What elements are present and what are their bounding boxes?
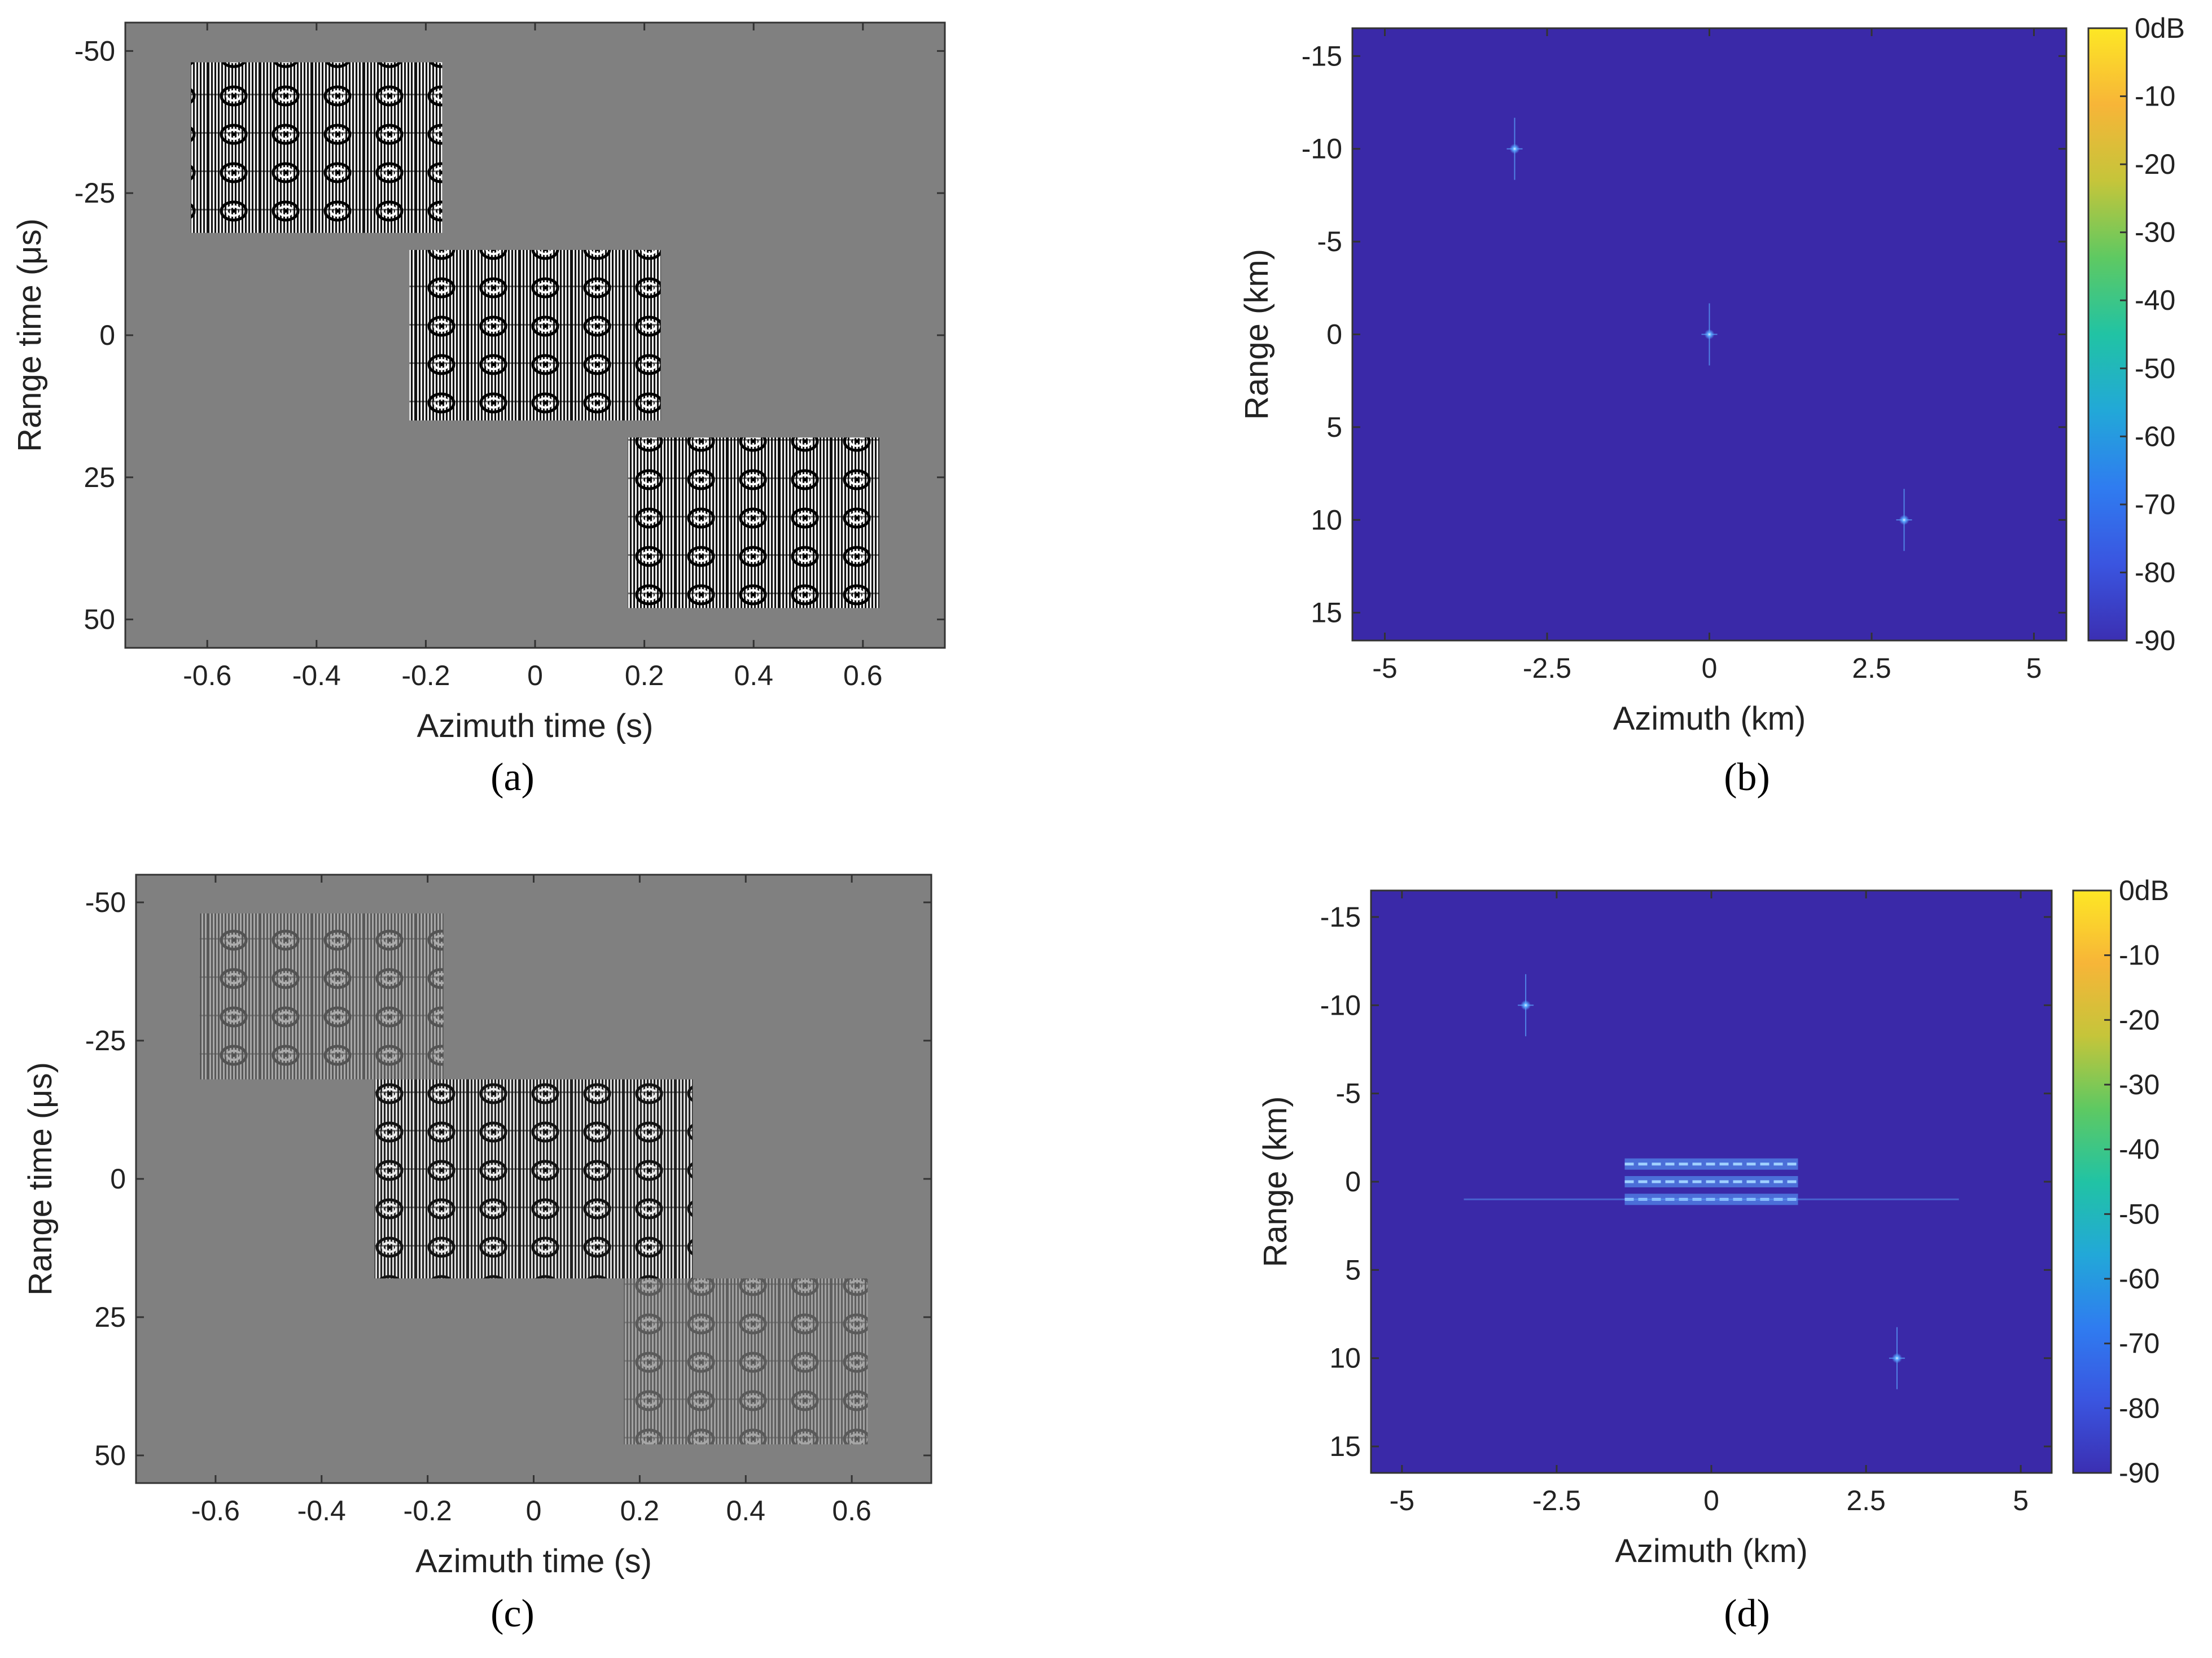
colorbar-tick-label: -10 (2119, 940, 2160, 971)
y-tick-label: 10 (1311, 504, 1342, 536)
x-tick-label: 0.2 (620, 1495, 660, 1527)
x-tick-label: 5 (2013, 1485, 2029, 1516)
x-tick-label: -0.6 (191, 1495, 240, 1527)
colorbar-tick-label: -80 (2135, 556, 2175, 588)
x-tick-label: 0.4 (734, 660, 773, 691)
panel-label: (b) (1724, 756, 1770, 799)
x-axis-label: Azimuth (km) (1613, 700, 1806, 737)
x-tick-label: -0.4 (292, 660, 341, 691)
signal-block (191, 62, 443, 233)
y-tick-label: 25 (84, 462, 115, 493)
signal-block (628, 437, 879, 608)
x-tick-label: -0.6 (183, 660, 231, 691)
panel-label: (a) (490, 756, 535, 799)
x-tick-label: 0.6 (832, 1495, 871, 1527)
y-tick-label: -10 (1302, 133, 1342, 165)
colorbar-tick-label: -40 (2135, 284, 2175, 316)
colorbar (2087, 27, 2128, 642)
y-tick-label: -15 (1320, 901, 1361, 933)
y-tick-label: 0 (1345, 1166, 1361, 1198)
colorbar-tick-label: -20 (2135, 148, 2175, 180)
x-tick-label: -0.2 (404, 1495, 452, 1527)
colorbar-tick-label: -50 (2135, 353, 2175, 384)
colorbar-tick-label: -20 (2119, 1004, 2160, 1036)
y-tick-label: -5 (1336, 1078, 1361, 1109)
y-tick-label: -15 (1302, 40, 1342, 72)
point-target (1899, 515, 1909, 525)
signal-block (624, 1278, 868, 1445)
x-axis-label: Azimuth time (s) (417, 708, 654, 744)
colorbar-tick-label: -50 (2119, 1198, 2160, 1230)
x-tick-label: 0 (1702, 652, 1718, 684)
y-tick-label: 15 (1311, 597, 1342, 629)
y-tick-label: -5 (1317, 226, 1342, 257)
point-target (1704, 329, 1715, 340)
y-tick-label: 50 (94, 1440, 126, 1471)
y-axis-label: Range (km) (1257, 1096, 1294, 1267)
y-tick-label: 0 (99, 319, 115, 351)
y-tick-label: -25 (85, 1025, 126, 1056)
signal-block (199, 913, 444, 1080)
x-tick-label: -0.4 (297, 1495, 346, 1527)
colorbar-tick-label: -30 (2135, 217, 2175, 248)
y-tick-label: 5 (1345, 1254, 1361, 1286)
colorbar-tick-label: -40 (2119, 1134, 2160, 1165)
x-tick-label: 0 (1703, 1485, 1719, 1516)
point-target (1521, 1000, 1531, 1011)
colorbar-tick-label: -80 (2119, 1392, 2160, 1424)
panel-label: (d) (1724, 1592, 1770, 1635)
y-tick-label: 50 (84, 604, 115, 635)
y-axis-label: Range (km) (1238, 249, 1275, 420)
x-tick-label: 0 (527, 660, 543, 691)
colorbar-tick-label: -60 (2135, 420, 2175, 452)
x-axis-label: Azimuth time (s) (415, 1543, 652, 1580)
x-tick-label: 2.5 (1852, 652, 1891, 684)
x-tick-label: 0 (526, 1495, 542, 1527)
x-axis-label: Azimuth (km) (1615, 1533, 1808, 1569)
y-tick-label: -50 (75, 35, 115, 67)
colorbar-tick-label: 0dB (2135, 12, 2185, 44)
colorbar (2072, 889, 2112, 1474)
x-tick-label: -2.5 (1523, 652, 1571, 684)
signal-block (409, 249, 661, 421)
x-tick-label: 0.4 (726, 1495, 765, 1527)
y-axis-label: Range time (μs) (11, 218, 48, 452)
colorbar-tick-label: -70 (2135, 489, 2175, 520)
y-tick-label: 0 (110, 1163, 126, 1195)
panel-2: -0.6 -0.4 -0.2 0 0.2 0.4 0.6 -50 -25 0 25 50 Azimuth… (22, 874, 932, 1635)
colorbar-tick-label: -60 (2119, 1263, 2160, 1295)
colorbar-tick-label: -90 (2135, 625, 2175, 656)
colorbar-tick-label: -10 (2135, 81, 2175, 112)
y-tick-label: 15 (1329, 1431, 1361, 1462)
point-target (1891, 1353, 1902, 1363)
x-tick-label: 0.2 (625, 660, 664, 691)
panel-label: (c) (490, 1592, 535, 1635)
x-tick-label: 2.5 (1846, 1485, 1886, 1516)
x-tick-label: -5 (1372, 652, 1397, 684)
y-tick-label: 25 (94, 1301, 126, 1333)
y-tick-label: 0 (1326, 319, 1342, 350)
panel-0: -0.6 -0.4 -0.2 0 0.2 0.4 0.6 -50 -25 0 25 50 Azimuth… (11, 21, 946, 799)
colorbar-tick-label: -90 (2119, 1457, 2160, 1489)
colorbar-tick-label: -30 (2119, 1069, 2160, 1100)
signal-block (374, 1079, 693, 1279)
y-axis-label: Range time (μs) (22, 1062, 59, 1296)
x-tick-label: -0.2 (401, 660, 450, 691)
x-tick-label: 5 (2026, 652, 2042, 684)
y-tick-label: -50 (85, 887, 126, 918)
point-target (1509, 143, 1520, 154)
x-tick-label: -5 (1390, 1485, 1414, 1516)
x-tick-label: -2.5 (1532, 1485, 1581, 1516)
y-tick-label: -25 (75, 177, 115, 209)
colorbar-tick-label: -70 (2119, 1328, 2160, 1359)
colorbar-tick-label: 0dB (2119, 875, 2169, 906)
y-tick-label: 10 (1329, 1343, 1361, 1374)
y-tick-label: 5 (1326, 411, 1342, 443)
y-tick-label: -10 (1320, 989, 1361, 1021)
x-tick-label: 0.6 (843, 660, 883, 691)
